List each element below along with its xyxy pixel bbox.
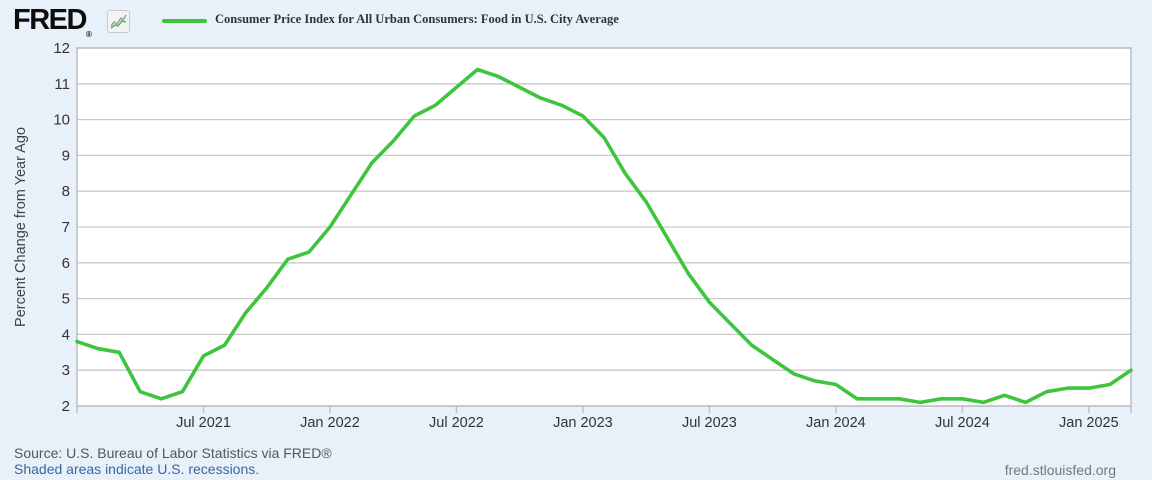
y-tick-label: 2: [62, 398, 70, 415]
y-tick-label: 7: [62, 219, 70, 236]
footer-notes: Source: U.S. Bureau of Labor Statistics …: [14, 445, 332, 477]
x-tick-label: Jan 2024: [806, 415, 866, 431]
y-tick-label: 11: [54, 76, 70, 93]
registered-trademark-icon: ®: [85, 30, 92, 39]
header: FRED® Consumer Price Index for All Urban…: [0, 0, 1152, 42]
y-tick-label: 5: [62, 291, 70, 308]
source-note: Source: U.S. Bureau of Labor Statistics …: [14, 445, 332, 461]
x-tick-label: Jul 2021: [176, 415, 231, 431]
chart-plot-area[interactable]: 2 3 4 5 6 7 8 9 10 11 12 Jul 2021 Jan 2022 Jul 2022 Ja…: [0, 0, 1152, 440]
y-tick-label: 6: [62, 255, 70, 272]
x-tick-label: Jan 2023: [553, 415, 613, 431]
y-axis-title: Percent Change from Year Ago: [13, 127, 29, 327]
cpi-food-data-line[interactable]: [75, 67, 1133, 405]
y-tick-label: 12: [53, 40, 70, 57]
series-legend-line-icon: [162, 19, 207, 23]
x-tick-label: Jan 2025: [1059, 415, 1119, 431]
y-tick-label: 9: [62, 147, 70, 164]
fred-site-link[interactable]: fred.stlouisfed.org: [1004, 462, 1116, 478]
x-tick-label: Jul 2022: [429, 415, 484, 431]
fred-sparkline-icon: [107, 10, 130, 33]
y-tick-label: 10: [53, 112, 70, 129]
recession-note: Shaded areas indicate U.S. recessions.: [14, 460, 260, 477]
fred-logo[interactable]: FRED®: [13, 4, 92, 39]
y-tick-label: 3: [62, 362, 70, 379]
y-tick-label: 4: [62, 326, 70, 343]
plot-border: [76, 47, 1132, 407]
series-title: Consumer Price Index for All Urban Consu…: [215, 12, 619, 26]
x-tick-label: Jan 2022: [300, 415, 360, 431]
y-tick-label: 8: [62, 183, 70, 200]
x-tick-label: Jul 2024: [935, 415, 990, 431]
x-tick-label: Jul 2023: [682, 415, 737, 431]
fred-logo-text: FRED: [13, 4, 87, 36]
